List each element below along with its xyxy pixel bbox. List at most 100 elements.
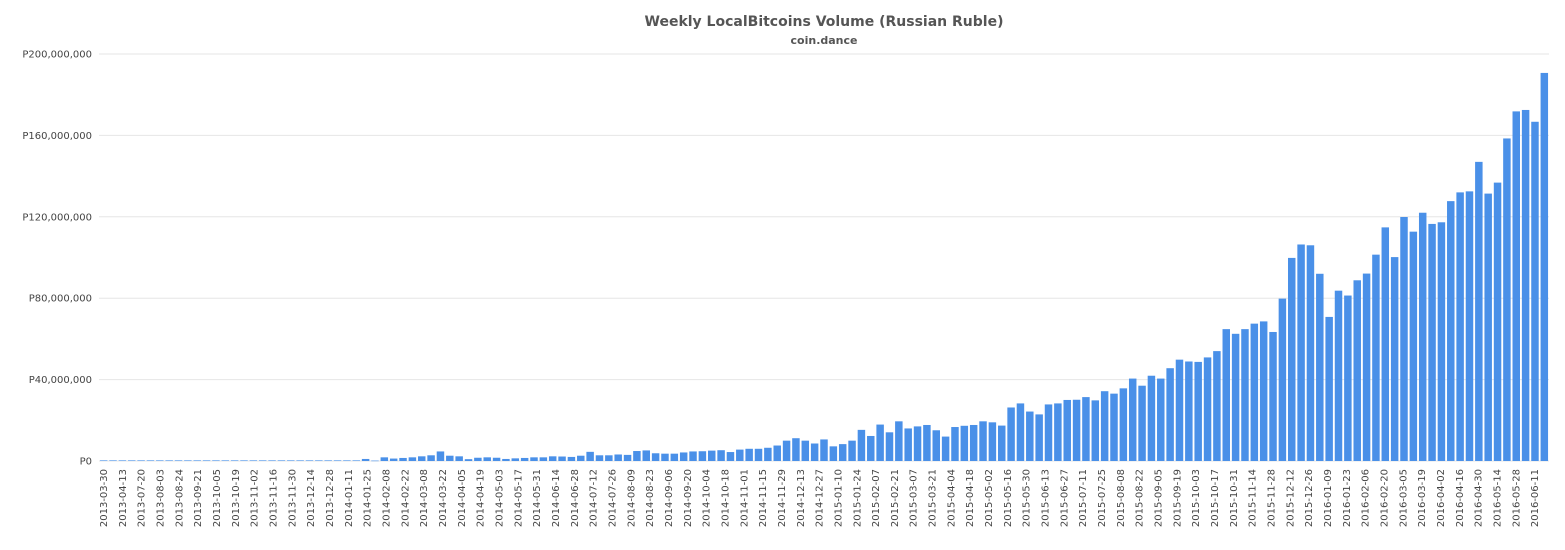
bar [586, 451, 594, 461]
bar [502, 458, 510, 461]
bar [221, 460, 230, 461]
bar [829, 446, 838, 461]
bar [876, 424, 884, 461]
y-tick-label: P40,000,000 [29, 375, 92, 386]
y-tick-label: P200,000,000 [22, 50, 92, 61]
bar [455, 456, 463, 461]
bar [1203, 357, 1212, 461]
bar [371, 460, 379, 462]
bar [1316, 273, 1324, 461]
bar [193, 460, 201, 461]
x-tick-label: 2015-10-31 [1229, 469, 1240, 527]
bar [1185, 361, 1193, 461]
bar [1428, 223, 1436, 461]
bar [343, 460, 351, 461]
x-tick-label: 2015-01-10 [833, 469, 844, 527]
bar [230, 460, 239, 461]
bar [539, 457, 548, 461]
bar [595, 455, 604, 461]
x-tick-label: 2016-01-09 [1323, 469, 1334, 527]
bar [941, 436, 950, 461]
bar [1278, 298, 1287, 461]
bar [305, 460, 314, 461]
bar [764, 447, 772, 461]
x-tick-label: 2013-08-03 [155, 469, 166, 527]
bar [1456, 192, 1464, 461]
x-tick-label: 2015-07-11 [1078, 469, 1089, 527]
bar [520, 457, 529, 461]
bar [389, 458, 398, 461]
x-tick-label: 2013-12-28 [325, 469, 336, 527]
x-tick-label: 2016-04-16 [1455, 469, 1466, 527]
bar [1540, 72, 1549, 462]
bar [567, 456, 576, 461]
bar [1372, 254, 1380, 461]
bar [1138, 385, 1146, 461]
x-tick-label: 2014-06-14 [551, 469, 562, 527]
bar [913, 426, 922, 461]
bar [885, 432, 894, 461]
bar [399, 457, 407, 461]
x-tick-label: 2015-07-25 [1097, 469, 1108, 527]
bar [1231, 333, 1240, 461]
bar [1222, 329, 1230, 461]
bar [820, 439, 828, 461]
bar [474, 457, 482, 461]
bar [548, 456, 557, 461]
x-tick-label: 2013-04-13 [118, 469, 129, 527]
bar [904, 428, 912, 461]
x-tick-label: 2014-09-06 [664, 469, 675, 527]
bar [1194, 361, 1202, 461]
bar [960, 425, 969, 461]
bar [184, 460, 192, 461]
bar [1400, 217, 1408, 461]
x-tick-label: 2013-10-19 [231, 469, 242, 527]
bar [1157, 378, 1165, 461]
bar [689, 451, 697, 461]
bar [1175, 359, 1184, 461]
bar [1521, 109, 1530, 462]
x-tick-label: 2014-11-15 [758, 469, 769, 527]
x-tick-label: 2013-11-30 [287, 469, 298, 527]
bar [1110, 393, 1118, 461]
bar [1512, 111, 1520, 461]
x-tick-label: 2013-12-14 [306, 469, 317, 527]
bar [333, 460, 342, 461]
bar [1072, 399, 1081, 461]
bar [670, 453, 679, 461]
x-tick-label: 2013-07-20 [137, 469, 148, 527]
bar [268, 460, 276, 461]
bar [932, 430, 940, 461]
x-tick-label: 2015-03-07 [909, 469, 920, 527]
x-tick-label: 2015-09-19 [1172, 469, 1183, 527]
bar [296, 460, 304, 461]
x-tick-label: 2014-08-09 [626, 469, 637, 527]
bar [492, 457, 501, 461]
bar [754, 448, 763, 461]
x-tick-label: 2015-05-16 [1003, 469, 1014, 527]
x-tick-label: 2014-01-11 [344, 469, 355, 527]
bar [838, 444, 847, 461]
x-tick-label: 2014-02-08 [381, 469, 392, 527]
bar [1035, 414, 1043, 461]
x-tick-label: 2014-05-03 [494, 469, 505, 527]
bar [240, 460, 248, 461]
x-tick-label: 2016-03-19 [1417, 469, 1428, 527]
bar [1166, 368, 1174, 461]
bar [408, 457, 417, 461]
bar [736, 449, 744, 461]
bar [1259, 321, 1268, 461]
chart-subtitle: coin.dance [790, 34, 858, 47]
bar [109, 460, 117, 461]
bar [118, 460, 127, 461]
x-tick-label: 2016-02-20 [1380, 469, 1391, 527]
bar [277, 460, 286, 461]
bar [1437, 222, 1446, 461]
bar [1381, 227, 1390, 461]
x-tick-label: 2016-03-05 [1398, 469, 1409, 527]
bar [1531, 121, 1539, 462]
bar [577, 455, 585, 461]
bar [1353, 280, 1361, 461]
bar [951, 427, 959, 461]
bar [1128, 378, 1137, 461]
